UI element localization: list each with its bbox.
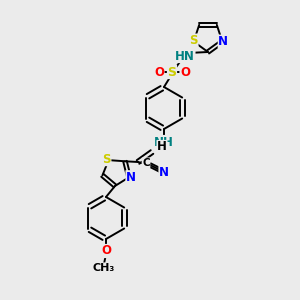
- Text: O: O: [180, 65, 190, 79]
- Text: S: S: [167, 65, 176, 79]
- Text: HN: HN: [175, 50, 195, 62]
- Text: N: N: [159, 166, 169, 178]
- Text: H: H: [157, 140, 167, 154]
- Text: C: C: [142, 158, 150, 168]
- Text: S: S: [190, 34, 198, 47]
- Text: N: N: [218, 35, 228, 48]
- Text: N: N: [126, 171, 136, 184]
- Text: O: O: [101, 244, 111, 257]
- Text: NH: NH: [154, 136, 174, 148]
- Text: S: S: [102, 153, 111, 166]
- Text: O: O: [154, 65, 164, 79]
- Text: CH₃: CH₃: [93, 263, 115, 273]
